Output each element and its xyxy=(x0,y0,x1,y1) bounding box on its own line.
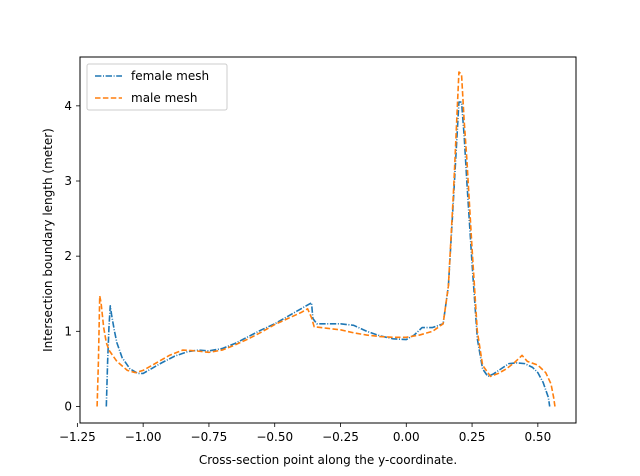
y-tick-label: 3 xyxy=(64,174,72,188)
y-tick-label: 0 xyxy=(64,399,72,413)
x-tick-label: 0.50 xyxy=(524,430,551,444)
x-tick-label: 0.00 xyxy=(393,430,420,444)
y-tick-label: 4 xyxy=(64,99,72,113)
x-tick-label: −1.00 xyxy=(125,430,162,444)
series-line-2 xyxy=(96,71,556,407)
legend-label-2: male mesh xyxy=(131,91,198,105)
x-tick-label: −1.25 xyxy=(59,430,96,444)
x-tick-label: 0.25 xyxy=(459,430,486,444)
plot-frame xyxy=(79,56,577,424)
x-tick-label: −0.50 xyxy=(256,430,293,444)
y-tick-label: 2 xyxy=(64,249,72,263)
legend: female mesh male mesh xyxy=(86,63,228,111)
y-axis: 0 1 2 3 4 xyxy=(64,99,80,413)
series-lines xyxy=(96,71,556,407)
series-line-1 xyxy=(105,101,551,407)
legend-label-1: female mesh xyxy=(131,69,209,83)
x-tick-label: −0.25 xyxy=(322,430,359,444)
x-axis-label: Cross-section point along the y-coordina… xyxy=(199,453,457,467)
y-axis-label: Intersection boundary length (meter) xyxy=(41,128,55,352)
x-tick-label: −0.75 xyxy=(191,430,228,444)
x-axis: −1.25 −1.00 −0.75 −0.50 −0.25 0.00 0.25 0.50 xyxy=(59,423,551,444)
y-tick-label: 1 xyxy=(64,324,72,338)
